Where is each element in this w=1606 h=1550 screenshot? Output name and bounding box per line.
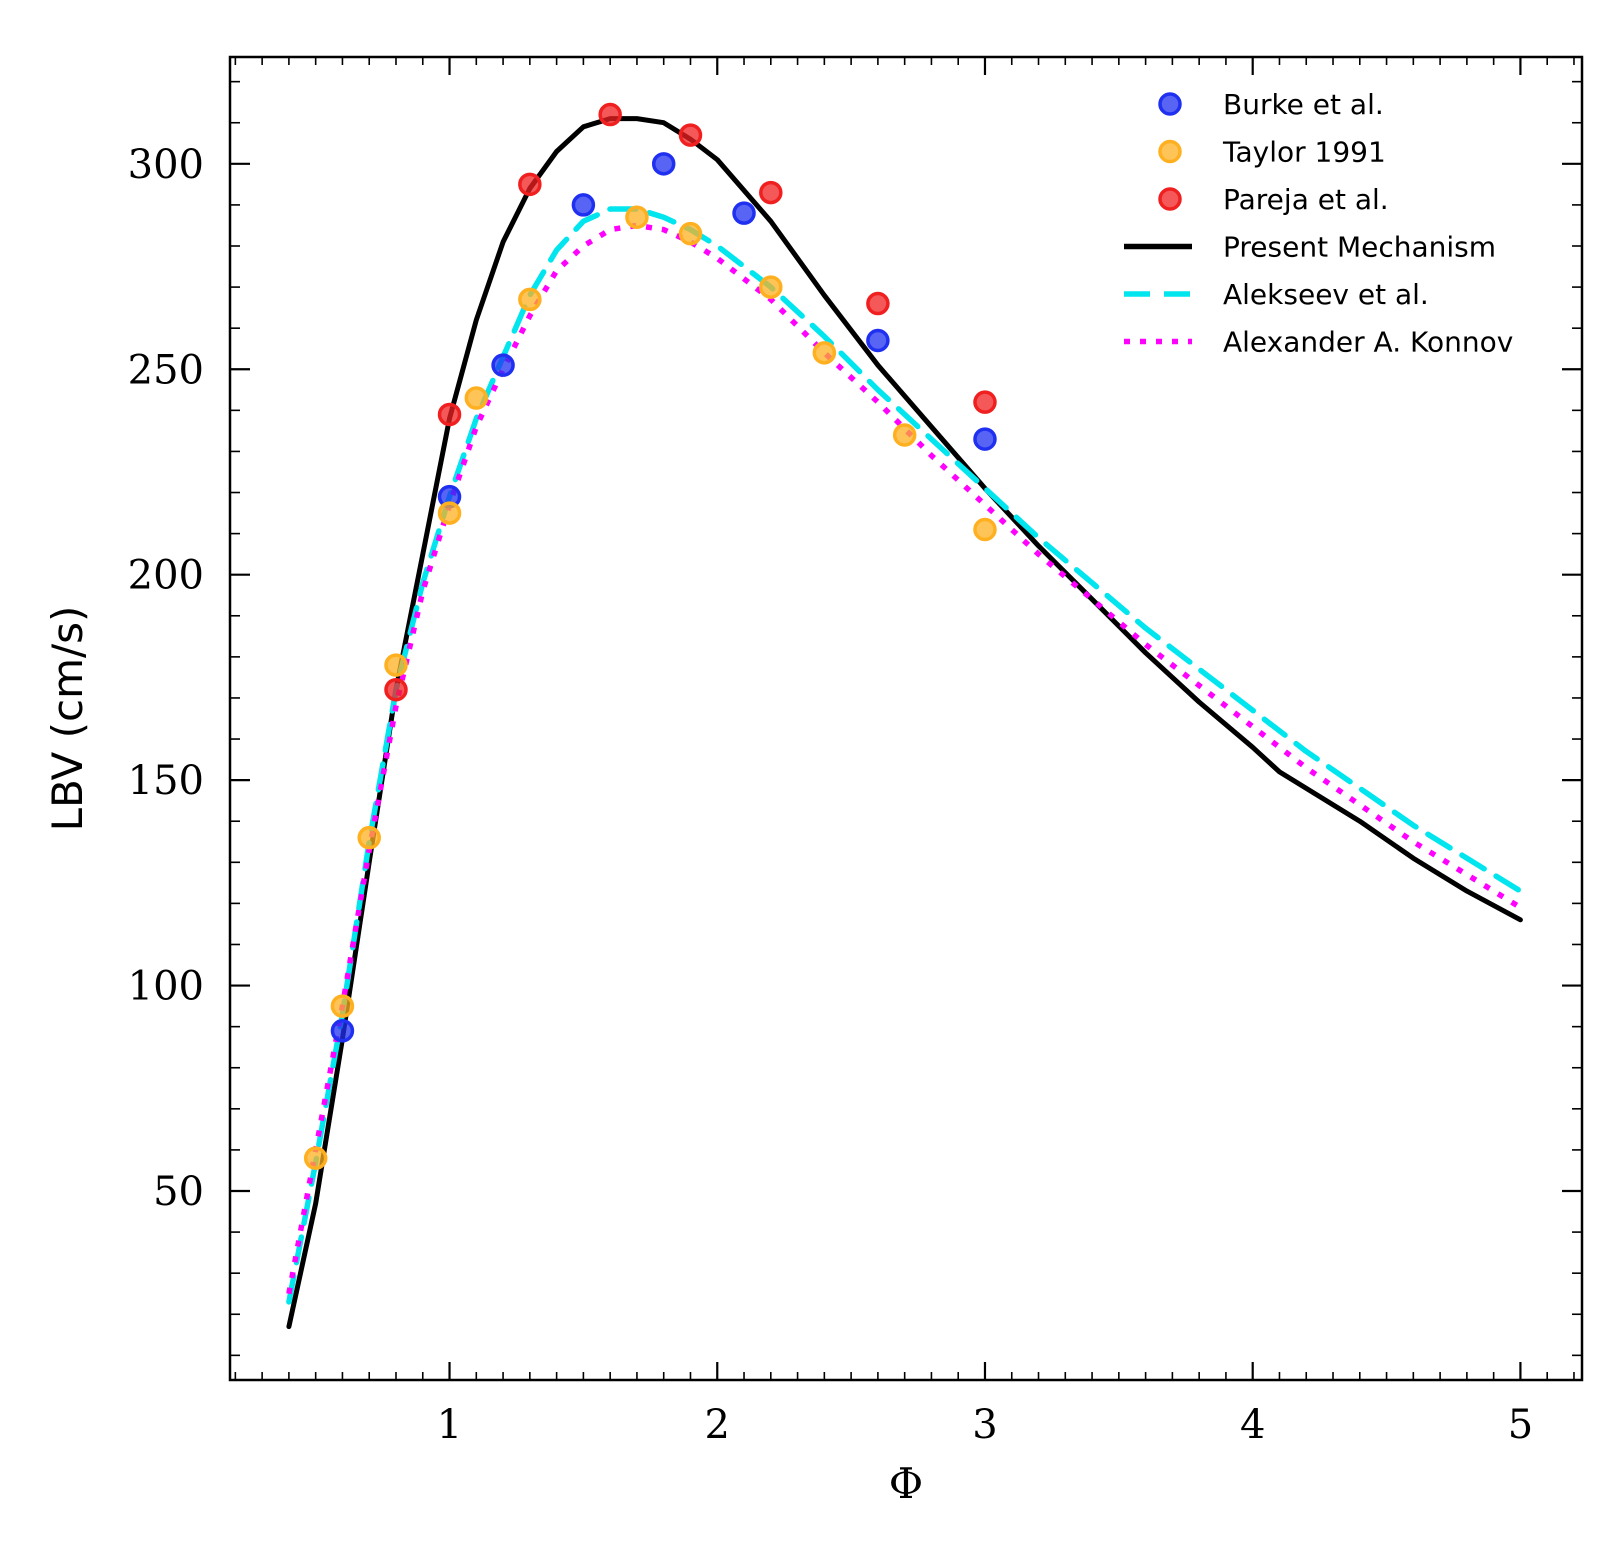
series-layer <box>286 102 1524 1330</box>
legend-marker-taylor-1991 <box>1158 139 1182 164</box>
y-tick-label: 50 <box>153 1169 204 1215</box>
data-point-taylor-1991 <box>464 386 489 410</box>
data-point-pareja-et-al <box>437 402 462 427</box>
legend-label-burke-et-al: Burke et al. <box>1223 88 1384 121</box>
data-point-taylor-1991 <box>759 275 783 299</box>
major-ticks <box>230 57 1582 1380</box>
y-axis-label: LBV (cm/s) <box>43 606 92 832</box>
plot-frame <box>228 55 1584 1382</box>
minor-ticks <box>230 57 1582 1380</box>
data-point-burke-et-al <box>491 353 515 377</box>
data-point-pareja-et-al <box>518 172 542 197</box>
data-point-pareja-et-al <box>384 677 408 702</box>
data-point-taylor-1991 <box>678 221 703 246</box>
data-point-taylor-1991 <box>437 501 462 525</box>
legend-label-present-mechanism: Present Mechanism <box>1223 231 1496 264</box>
x-tick-label: 2 <box>705 1402 730 1448</box>
y-tick-label: 200 <box>128 553 204 599</box>
x-axis-label: Φ <box>889 1459 923 1508</box>
data-point-burke-et-al <box>651 152 676 176</box>
x-tick-label: 1 <box>437 1402 462 1448</box>
data-point-pareja-et-al <box>678 123 703 147</box>
data-point-burke-et-al <box>330 1019 355 1043</box>
data-point-taylor-1991 <box>384 653 408 677</box>
data-point-burke-et-al <box>732 201 756 225</box>
legend-label-pareja-et-al: Pareja et al. <box>1223 183 1389 216</box>
legend-label-taylor-1991: Taylor 1991 <box>1222 136 1386 169</box>
data-point-taylor-1991 <box>812 341 837 365</box>
y-tick-label: 100 <box>128 964 204 1010</box>
legend-marker-pareja-et-al <box>1158 187 1182 211</box>
data-point-taylor-1991 <box>625 205 649 229</box>
y-tick-label: 150 <box>128 758 204 804</box>
x-tick-label: 4 <box>1240 1402 1265 1448</box>
y-tick-label: 300 <box>128 142 204 188</box>
tick-labels: 1 2 3 4 5 50 100 150 200 250 300 <box>128 142 1534 1448</box>
data-point-pareja-et-al <box>759 180 783 205</box>
legend: Burke et al. Taylor 1991 Pareja et al. Pres… <box>1124 88 1513 359</box>
data-point-taylor-1991 <box>892 423 917 447</box>
legend-label-alexander-a-konnov: Alexander A. Konnov <box>1223 326 1513 359</box>
series-line-present-mechanism <box>286 116 1523 1330</box>
data-point-burke-et-al <box>571 193 596 217</box>
data-point-taylor-1991 <box>518 287 542 312</box>
legend-marker-burke-et-al <box>1158 92 1182 116</box>
data-point-pareja-et-al <box>973 390 997 414</box>
data-point-burke-et-al <box>866 328 890 353</box>
data-point-taylor-1991 <box>330 994 355 1018</box>
data-point-taylor-1991 <box>303 1146 328 1170</box>
data-point-taylor-1991 <box>357 825 381 850</box>
data-point-burke-et-al <box>973 427 997 451</box>
y-tick-label: 250 <box>128 347 204 393</box>
x-tick-label: 3 <box>972 1402 997 1448</box>
data-point-pareja-et-al <box>598 102 622 127</box>
x-tick-label: 5 <box>1508 1402 1533 1448</box>
data-point-pareja-et-al <box>866 291 890 316</box>
legend-label-alekseev-et-al: Alekseev et al. <box>1223 278 1429 311</box>
data-point-taylor-1991 <box>973 517 997 542</box>
